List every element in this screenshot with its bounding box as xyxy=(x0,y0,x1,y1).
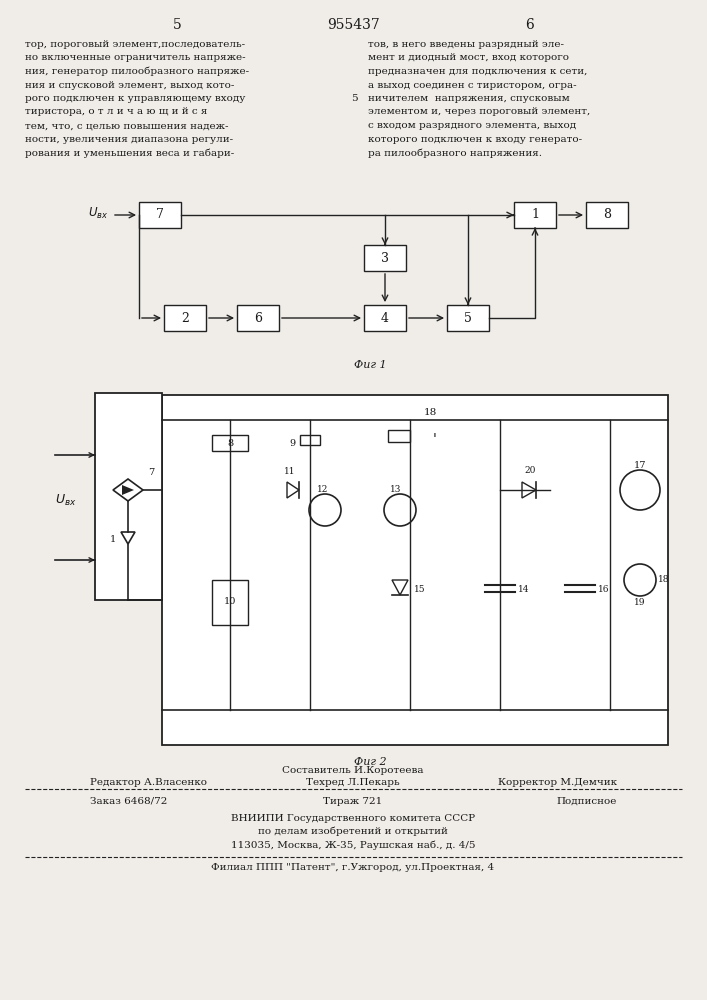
Text: Подписное: Подписное xyxy=(556,797,617,806)
Text: 17: 17 xyxy=(633,461,646,470)
Polygon shape xyxy=(522,482,536,498)
Text: 955437: 955437 xyxy=(327,18,380,32)
Text: Филиал ППП "Патент", г.Ужгород, ул.Проектная, 4: Филиал ППП "Патент", г.Ужгород, ул.Проек… xyxy=(211,863,495,872)
Text: 13: 13 xyxy=(390,485,402,494)
Text: Фиг 2: Фиг 2 xyxy=(354,757,386,767)
Text: элементом и, через пороговый элемент,: элементом и, через пороговый элемент, xyxy=(368,107,590,116)
Text: ничителем  напряжения, спусковым: ничителем напряжения, спусковым xyxy=(368,94,570,103)
Text: 8: 8 xyxy=(603,209,611,222)
Text: 12: 12 xyxy=(317,485,329,494)
Text: 14: 14 xyxy=(518,585,530,594)
Bar xyxy=(388,430,410,442)
Text: Корректор М.Демчик: Корректор М.Демчик xyxy=(498,778,617,787)
Text: предназначен для подключения к сети,: предназначен для подключения к сети, xyxy=(368,67,588,76)
Text: но включенные ограничитель напряже-: но включенные ограничитель напряже- xyxy=(25,53,245,62)
Text: ности, увеличения диапазона регули-: ности, увеличения диапазона регули- xyxy=(25,134,233,143)
Text: $U_{вх}$: $U_{вх}$ xyxy=(88,205,108,221)
Text: 1: 1 xyxy=(110,536,116,544)
Text: 5: 5 xyxy=(351,94,358,103)
Text: 5: 5 xyxy=(173,18,182,32)
Polygon shape xyxy=(392,580,408,595)
Polygon shape xyxy=(287,482,299,498)
Text: по делам изобретений и открытий: по делам изобретений и открытий xyxy=(258,827,448,836)
Bar xyxy=(164,305,206,331)
Text: 1: 1 xyxy=(531,209,539,222)
Polygon shape xyxy=(113,479,143,501)
Text: Фиг 1: Фиг 1 xyxy=(354,360,386,370)
Text: 16: 16 xyxy=(598,585,609,594)
Text: 8: 8 xyxy=(227,438,233,448)
Text: 9: 9 xyxy=(289,438,295,448)
Text: Тираж 721: Тираж 721 xyxy=(323,797,382,806)
Polygon shape xyxy=(121,532,135,544)
Text: 4: 4 xyxy=(381,312,389,324)
Bar xyxy=(300,435,320,445)
Text: 6: 6 xyxy=(254,312,262,324)
Text: 11: 11 xyxy=(284,467,296,476)
Bar xyxy=(447,305,489,331)
Text: рования и уменьшения веса и габари-: рования и уменьшения веса и габари- xyxy=(25,148,234,157)
Text: с входом разрядного элемента, выход: с входом разрядного элемента, выход xyxy=(368,121,576,130)
Bar xyxy=(162,395,668,745)
Text: ра пилообразного напряжения.: ра пилообразного напряжения. xyxy=(368,148,542,157)
Text: 113035, Москва, Ж-35, Раушская наб., д. 4/5: 113035, Москва, Ж-35, Раушская наб., д. … xyxy=(230,840,475,850)
Text: 7: 7 xyxy=(148,468,154,477)
Text: 7: 7 xyxy=(156,209,164,222)
Bar xyxy=(364,305,406,331)
Bar xyxy=(95,393,162,600)
Bar xyxy=(364,245,406,271)
Circle shape xyxy=(384,494,416,526)
Bar xyxy=(212,435,248,451)
Text: 6: 6 xyxy=(525,18,534,32)
Text: Составитель И.Коротеева: Составитель И.Коротеева xyxy=(282,766,423,775)
Text: мент и диодный мост, вход которого: мент и диодный мост, вход которого xyxy=(368,53,569,62)
Bar xyxy=(212,580,248,625)
Circle shape xyxy=(309,494,341,526)
Text: ния и спусковой элемент, выход кото-: ния и спусковой элемент, выход кото- xyxy=(25,81,235,90)
Text: Техред Л.Пекарь: Техред Л.Пекарь xyxy=(306,778,400,787)
Text: 15: 15 xyxy=(414,585,426,594)
Text: тов, в него введены разрядный эле-: тов, в него введены разрядный эле- xyxy=(368,40,564,49)
Bar xyxy=(237,305,279,331)
Text: 3: 3 xyxy=(381,251,389,264)
Text: ': ' xyxy=(433,433,437,447)
Text: а выход соединен с тиристором, огра-: а выход соединен с тиристором, огра- xyxy=(368,81,577,90)
Bar xyxy=(586,202,628,228)
Text: ВНИИПИ Государственного комитета СССР: ВНИИПИ Государственного комитета СССР xyxy=(231,814,475,823)
Text: $U_{вх}$: $U_{вх}$ xyxy=(55,492,76,508)
Text: тор, пороговый элемент,последователь-: тор, пороговый элемент,последователь- xyxy=(25,40,245,49)
Text: 19: 19 xyxy=(634,598,645,607)
Polygon shape xyxy=(122,485,134,495)
Text: тем, что, с целью повышения надеж-: тем, что, с целью повышения надеж- xyxy=(25,121,228,130)
Text: 10: 10 xyxy=(224,597,236,606)
Bar xyxy=(139,202,181,228)
Bar xyxy=(514,202,556,228)
Text: которого подключен к входу генерато-: которого подключен к входу генерато- xyxy=(368,134,582,143)
Text: 18: 18 xyxy=(423,408,437,417)
Text: 2: 2 xyxy=(181,312,189,324)
Circle shape xyxy=(624,564,656,596)
Text: тиристора, о т л и ч а ю щ и й с я: тиристора, о т л и ч а ю щ и й с я xyxy=(25,107,207,116)
Text: 18: 18 xyxy=(658,576,670,584)
Text: Заказ 6468/72: Заказ 6468/72 xyxy=(90,797,168,806)
Text: Редактор А.Власенко: Редактор А.Власенко xyxy=(90,778,207,787)
Text: рого подключен к управляющему входу: рого подключен к управляющему входу xyxy=(25,94,245,103)
Circle shape xyxy=(620,470,660,510)
Text: 5: 5 xyxy=(464,312,472,324)
Text: ния, генератор пилообразного напряже-: ния, генератор пилообразного напряже- xyxy=(25,67,249,77)
Text: 20: 20 xyxy=(525,466,536,475)
